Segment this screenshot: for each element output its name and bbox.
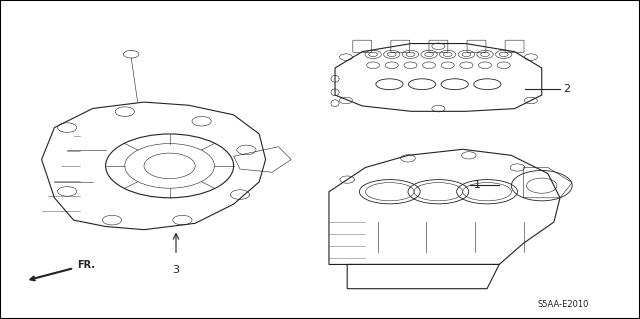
Text: S5AA-E2010: S5AA-E2010: [538, 300, 589, 309]
Text: 1: 1: [474, 180, 481, 190]
Text: FR.: FR.: [31, 260, 95, 280]
Text: 3: 3: [173, 265, 179, 275]
Text: 2: 2: [563, 84, 570, 94]
